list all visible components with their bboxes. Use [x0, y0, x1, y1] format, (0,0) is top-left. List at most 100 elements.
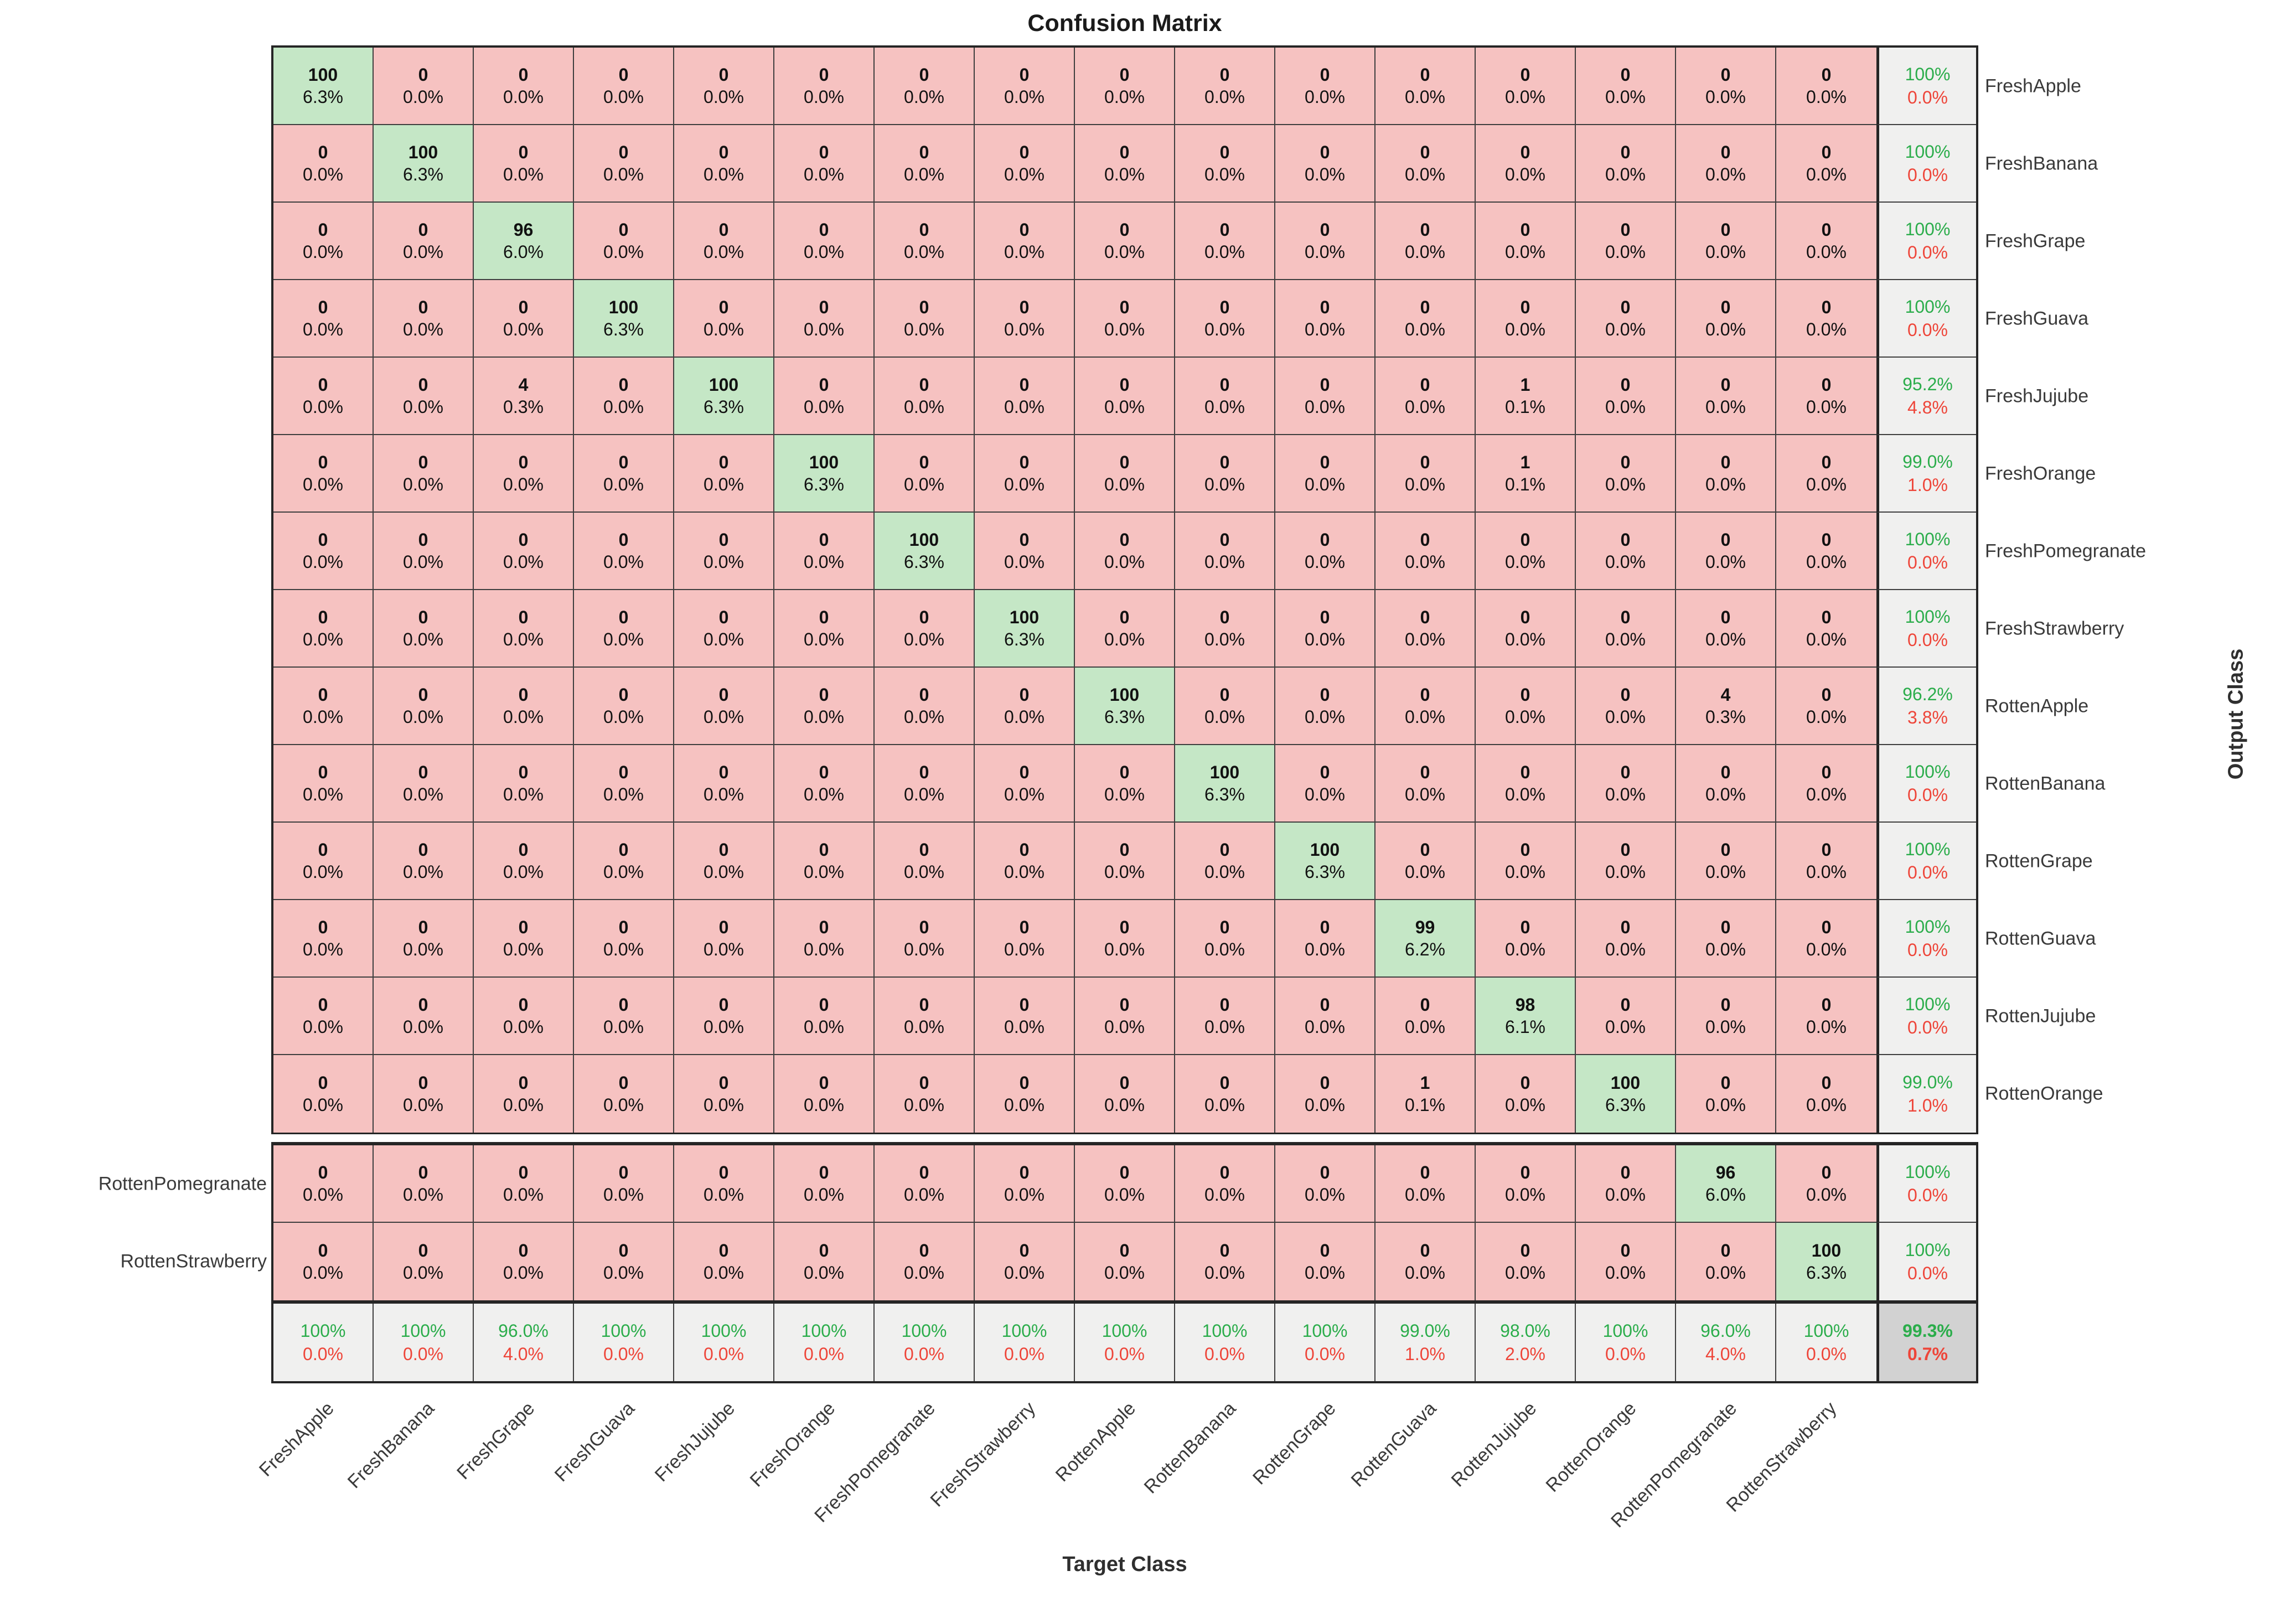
matrix-cell-percent: 0.3% [1705, 707, 1746, 727]
matrix-cell-count: 0 [1620, 840, 1631, 860]
matrix-cell-count: 0 [1420, 995, 1430, 1015]
row-label: FreshPomegranate [1985, 540, 2147, 562]
matrix-cell-count: 96 [1715, 1162, 1736, 1182]
matrix-cell-count: 0 [418, 840, 428, 860]
matrix-cell: 0 0.0% [875, 590, 975, 668]
column-summary-cell: 96.0% 4.0% [1676, 1304, 1776, 1381]
matrix-cell-percent: 0.0% [403, 939, 443, 959]
matrix-cell: 0 0.0% [273, 900, 374, 978]
matrix-cell-count: 0 [1520, 762, 1530, 782]
matrix-cell-percent: 0.0% [804, 1095, 844, 1115]
matrix-cell-percent: 0.0% [704, 784, 744, 804]
matrix-cell-count: 0 [1720, 297, 1731, 317]
matrix-cell: 0 0.0% [374, 513, 474, 590]
matrix-cell-percent: 0.0% [1104, 1263, 1145, 1283]
row-summary-correct-percent: 100% [1905, 529, 1951, 549]
matrix-cell: 0 0.0% [1676, 358, 1776, 435]
matrix-cell-count: 0 [718, 995, 729, 1015]
matrix-cell-count: 0 [1620, 1241, 1631, 1260]
matrix-cell-percent: 0.0% [1305, 1017, 1345, 1037]
matrix-cell-percent: 0.0% [1405, 87, 1445, 107]
matrix-cell-count: 0 [1119, 297, 1130, 317]
matrix-cell: 0 0.0% [774, 203, 875, 280]
matrix-cell-count: 0 [1520, 65, 1530, 85]
matrix-cell-percent: 0.0% [1705, 1263, 1746, 1283]
matrix-cell-count: 100 [1310, 840, 1340, 860]
matrix-cell: 0 0.0% [474, 978, 574, 1055]
matrix-cell-percent: 0.0% [1104, 397, 1145, 417]
matrix-cell-count: 0 [1320, 1073, 1330, 1093]
diagonal-cell: 96 6.0% [1676, 1145, 1776, 1223]
diagonal-cell: 100 6.3% [1175, 745, 1275, 823]
matrix-cell: 0 0.0% [1275, 900, 1375, 978]
column-summary-correct-percent: 100% [701, 1321, 747, 1341]
matrix-cell-count: 0 [618, 995, 629, 1015]
matrix-cell: 0 0.0% [474, 590, 574, 668]
matrix-cell-count: 0 [518, 1241, 529, 1260]
matrix-cell: 0 0.0% [1375, 823, 1476, 900]
matrix-cell: 0 0.0% [1275, 203, 1375, 280]
matrix-cell-count: 0 [1420, 375, 1430, 395]
matrix-cell-count: 0 [1420, 142, 1430, 162]
matrix-cell: 0 0.0% [1075, 590, 1175, 668]
matrix-cell-count: 0 [418, 607, 428, 627]
row-label: RottenOrange [1985, 1083, 2103, 1104]
matrix-cell-percent: 0.0% [1505, 87, 1545, 107]
matrix-cell-count: 100 [608, 297, 639, 317]
matrix-cell-count: 0 [718, 762, 729, 782]
matrix-cell-percent: 6.3% [1204, 784, 1245, 804]
matrix-cell-percent: 6.3% [1806, 1263, 1847, 1283]
row-summary-error-percent: 4.8% [1907, 397, 1948, 417]
matrix-cell-count: 0 [819, 685, 829, 705]
matrix-cell-count: 0 [518, 762, 529, 782]
matrix-cell-percent: 0.0% [1705, 552, 1746, 572]
matrix-row: 0 0.0% 0 0.0% 0 0.0% 0 0.0% 0 0.0% 0 0.0% 0 0.0% 0 0.0%… [273, 978, 2096, 1055]
matrix-cell-percent: 0.0% [804, 707, 844, 727]
matrix-cell-percent: 0.0% [1405, 629, 1445, 649]
matrix-cell-count: 0 [919, 995, 929, 1015]
matrix-cell-percent: 0.0% [1605, 784, 1646, 804]
matrix-cell: 0 0.0% [374, 745, 474, 823]
matrix-cell-count: 0 [518, 530, 529, 550]
matrix-cell-percent: 0.0% [1305, 784, 1345, 804]
matrix-cell-count: 0 [1019, 530, 1030, 550]
matrix-cell-count: 0 [1520, 1241, 1530, 1260]
x-tick-label: RottenBanana [1140, 1398, 1240, 1498]
matrix-cell-percent: 0.0% [904, 474, 944, 494]
matrix-cell-count: 0 [318, 917, 328, 937]
matrix-cell-count: 0 [718, 297, 729, 317]
matrix-cell-percent: 0.0% [1004, 1017, 1044, 1037]
matrix-cell-percent: 0.0% [1204, 939, 1245, 959]
matrix-cell-count: 0 [1520, 530, 1530, 550]
matrix-cell: 0 0.0% [774, 590, 875, 668]
matrix-cell-percent: 0.0% [1705, 784, 1746, 804]
matrix-row: 0 0.0% 0 0.0% 0 0.0% 0 0.0% 0 0.0% 0 0.0% 0 0.0% 0 0.0%… [273, 1055, 2103, 1133]
matrix-cell: 0 0.0% [1576, 358, 1676, 435]
matrix-cell-percent: 0.0% [1405, 474, 1445, 494]
row-summary-error-percent: 0.0% [1907, 87, 1948, 107]
row-label: FreshGrape [1985, 230, 2086, 252]
matrix-cell: 0 0.0% [1375, 513, 1476, 590]
matrix-cell-count: 0 [518, 917, 529, 937]
row-summary-cell: 100% 0.0% [1876, 978, 1976, 1055]
x-tick-label: FreshBanana [343, 1398, 438, 1493]
column-summary-cell: 100% 0.0% [1275, 1304, 1375, 1381]
matrix-cell-percent: 0.0% [1405, 319, 1445, 339]
matrix-cell-percent: 0.0% [704, 87, 744, 107]
row-summary-correct-percent: 95.2% [1902, 374, 1953, 394]
matrix-cell: 0 0.0% [574, 668, 674, 745]
matrix-cell-count: 0 [418, 685, 428, 705]
matrix-cell: 0 0.0% [975, 280, 1075, 358]
diagonal-cell: 100 6.3% [1075, 668, 1175, 745]
matrix-cell: 0 0.0% [574, 435, 674, 513]
matrix-cell-percent: 0.0% [1605, 707, 1646, 727]
matrix-cell-percent: 0.0% [1004, 474, 1044, 494]
matrix-cell-percent: 0.0% [303, 784, 343, 804]
matrix-cell-count: 1 [1420, 1073, 1430, 1093]
column-summary-correct-percent: 96.0% [498, 1321, 549, 1341]
matrix-cell: 0 0.0% [774, 513, 875, 590]
matrix-cell-count: 96 [513, 220, 534, 240]
matrix-cell-percent: 0.0% [1405, 242, 1445, 262]
matrix-cell: 0 0.0% [273, 203, 374, 280]
matrix-cell-percent: 0.0% [603, 164, 644, 184]
